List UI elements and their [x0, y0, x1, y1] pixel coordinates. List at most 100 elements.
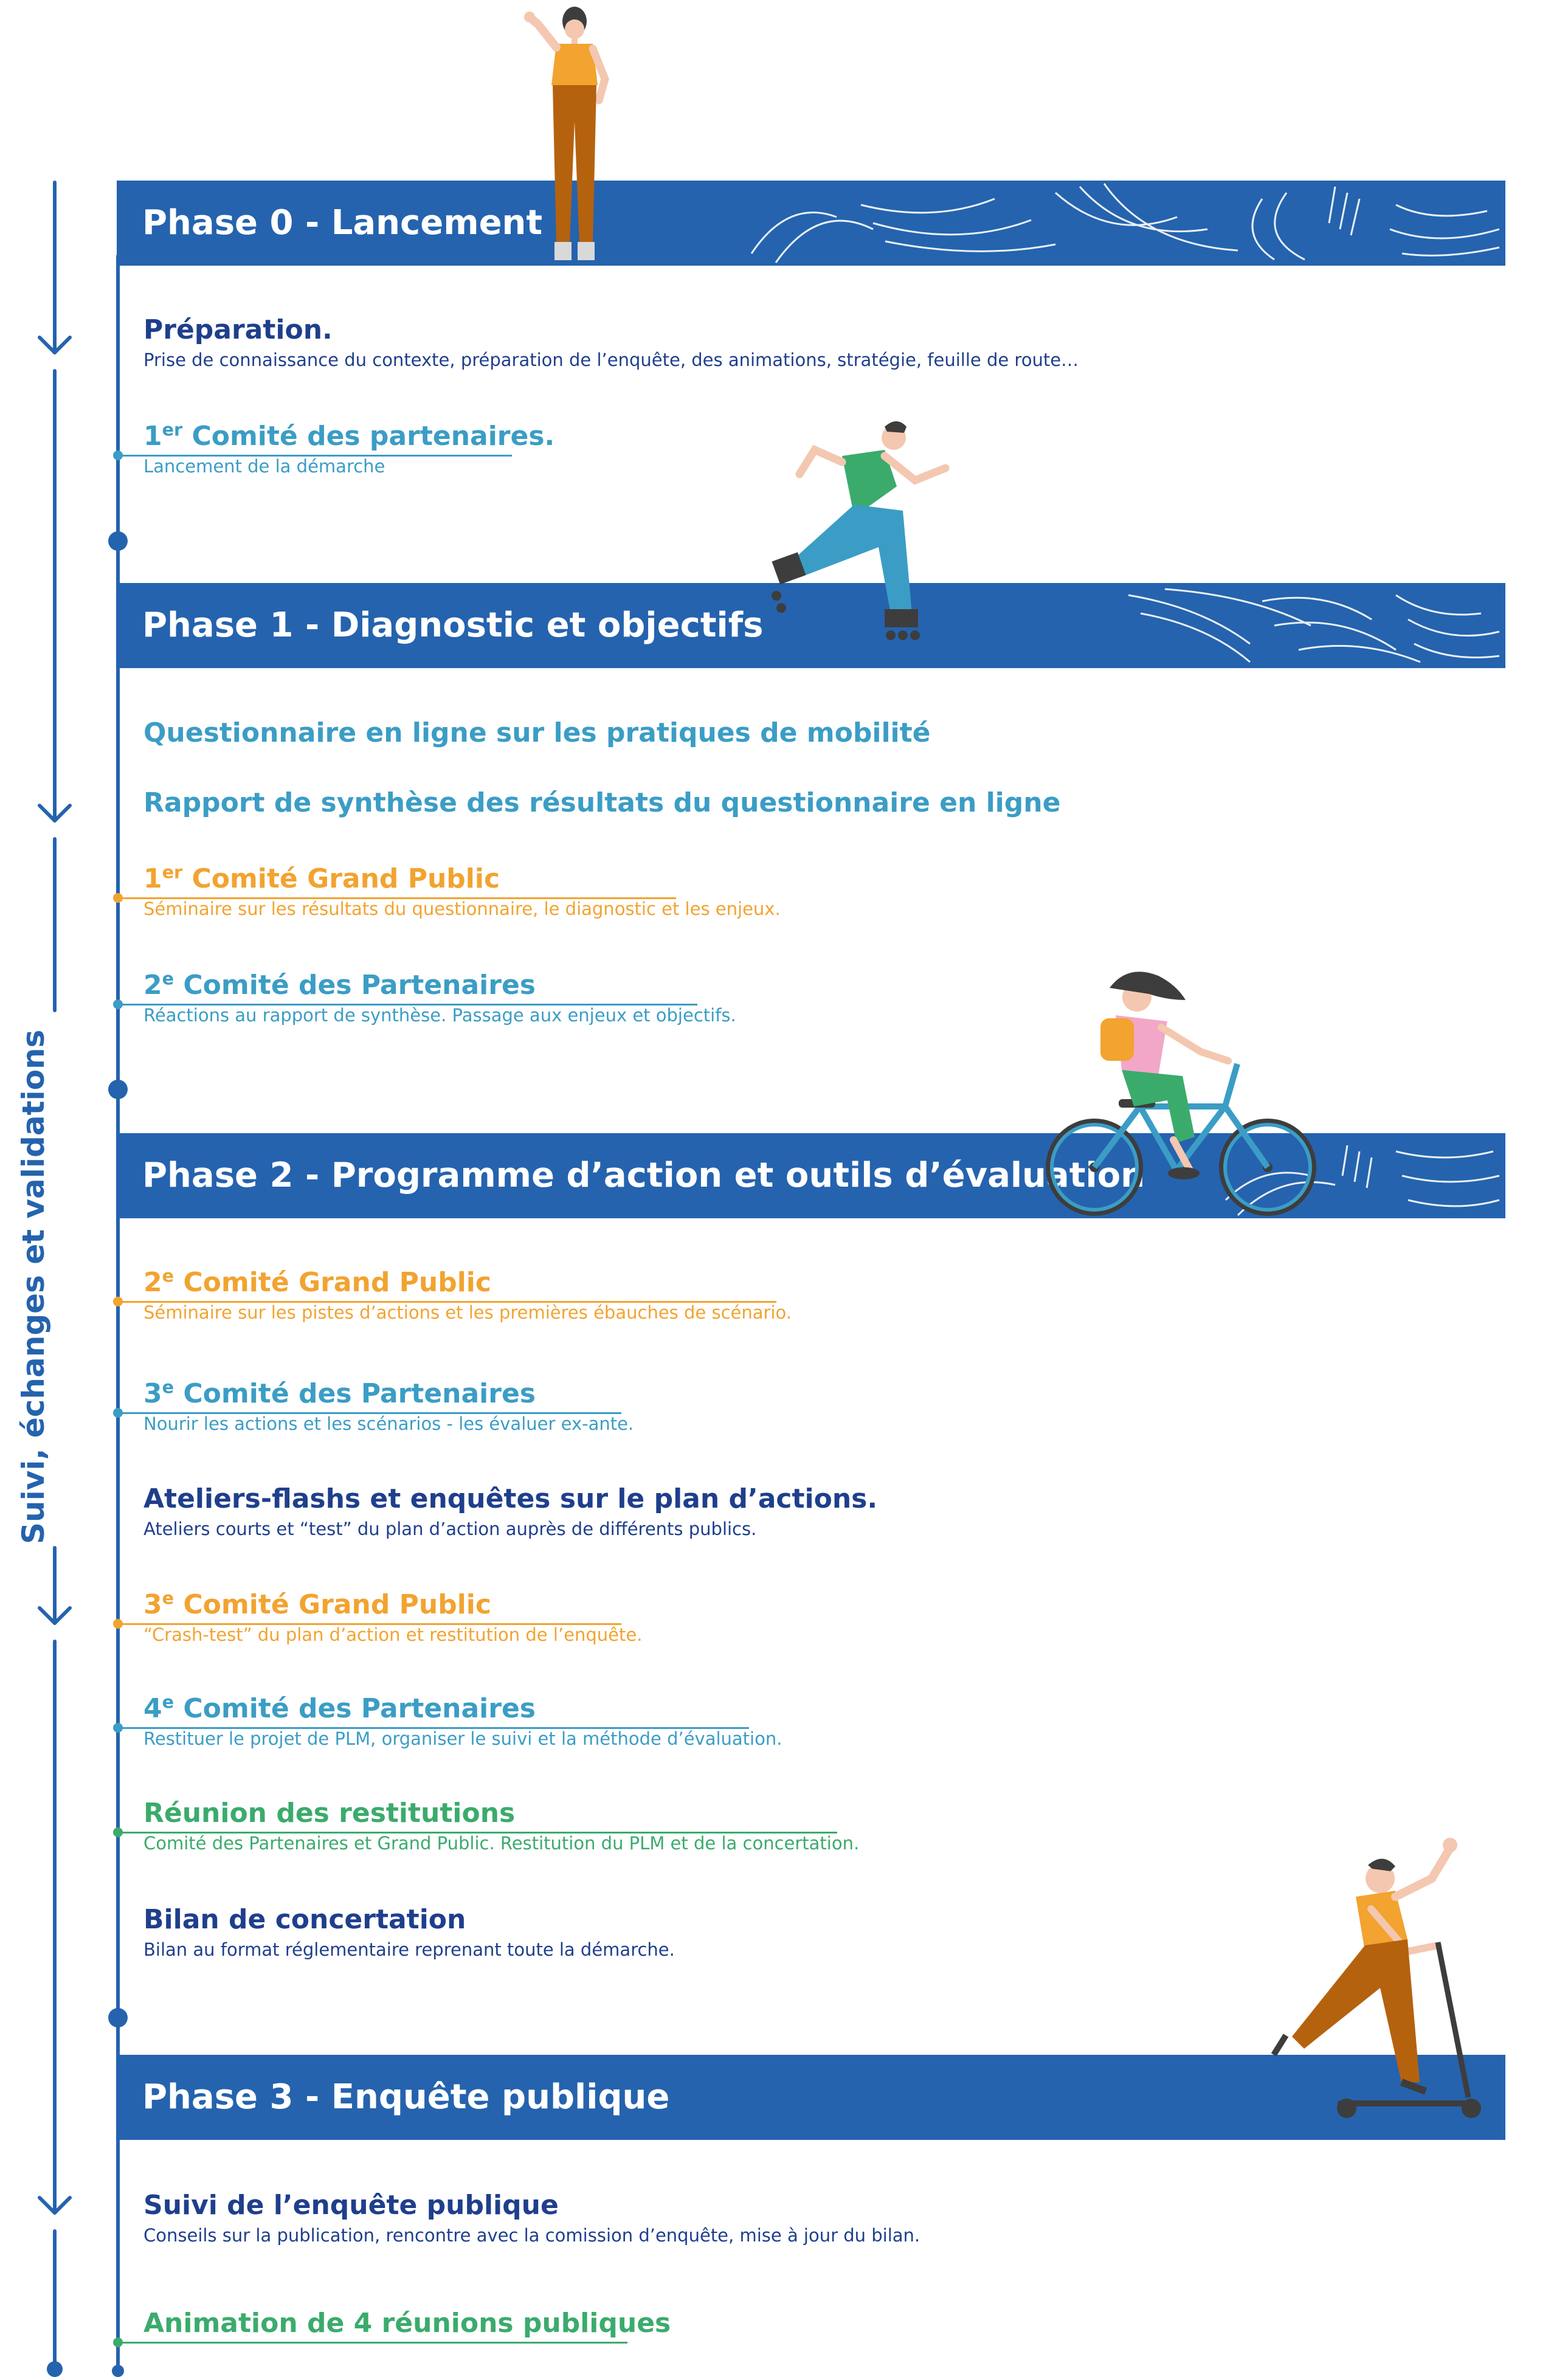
- item-desc: Prise de connaissance du contexte, prépa…: [143, 350, 1079, 370]
- timeline-node: [112, 2365, 124, 2377]
- timeline-dot: [113, 1723, 123, 1733]
- phase-title: Phase 2 - Programme d’action et outils d…: [142, 1156, 1145, 1195]
- swirl-pattern: [1224, 1145, 1500, 1216]
- item-underline: [117, 1623, 621, 1625]
- timeline-dot: [113, 2337, 123, 2347]
- item-title-num: 3: [143, 1589, 162, 1620]
- item-title: 4e Comité des Partenaires: [143, 1692, 782, 1726]
- phase-title: Phase 0 - Lancement: [142, 203, 543, 243]
- item-title: 1er Comité Grand Public: [143, 862, 781, 896]
- item-title: Bilan de concertation: [143, 1904, 466, 1935]
- timeline-dot: [113, 999, 123, 1009]
- swirl-pattern: [750, 183, 1500, 263]
- item-desc: Restituer le projet de PLM, organiser le…: [143, 1728, 782, 1749]
- item-desc: Séminaire sur les résultats du questionn…: [143, 899, 781, 919]
- item-comite-partenaires-4: 4e Comité des Partenaires Restituer le p…: [143, 1692, 782, 1750]
- item-comite-grand-public-1: 1er Comité Grand Public Séminaire sur le…: [143, 862, 781, 920]
- item-title-sup: e: [162, 1587, 174, 1609]
- phase-3-bar: Phase 3 - Enquête publique: [117, 2055, 1505, 2140]
- item-desc: Ateliers courts et “test” du plan d’acti…: [143, 1519, 757, 1539]
- item-title: 2e Comité des Partenaires: [143, 968, 736, 1002]
- item-title-sup: er: [162, 861, 183, 883]
- item-animation-reunions: Animation de 4 réunions publiques: [143, 2306, 671, 2341]
- item-desc: Lancement de la démarche: [143, 456, 385, 477]
- item-title: Réunion des restitutions: [143, 1798, 516, 1829]
- item-title: 3e Comité Grand Public: [143, 1588, 642, 1622]
- item-desc: “Crash-test” du plan d’action et restitu…: [143, 1624, 643, 1645]
- item-title: Ateliers-flashs et enquêtes sur le plan …: [143, 1483, 878, 1514]
- item-title-text: Comité des partenaires.: [182, 421, 555, 452]
- item-desc: Comité des Partenaires et Grand Public. …: [143, 1833, 860, 1854]
- timeline-dot: [113, 893, 123, 903]
- item-desc: Conseils sur la publication, rencontre a…: [143, 2225, 920, 2246]
- item-underline: [117, 455, 512, 457]
- phase-0-bar: Phase 0 - Lancement: [117, 181, 1505, 266]
- timeline-dot: [113, 1827, 123, 1837]
- item-title: 1er Comité des partenaires.: [143, 419, 554, 454]
- item-title-text: Comité des Partenaires: [174, 970, 536, 1001]
- item-underline: [117, 897, 676, 899]
- item-comite-partenaires-1: 1er Comité des partenaires. Lancement de…: [143, 419, 554, 478]
- item-rapport: Rapport de synthèse des résultats du que…: [143, 786, 1060, 820]
- item-comite-partenaires-2: 2e Comité des Partenaires Réactions au r…: [143, 968, 736, 1027]
- item-title-sup: e: [162, 1265, 174, 1286]
- item-title-text: Préparation.: [143, 314, 333, 345]
- timeline-dot: [113, 450, 123, 460]
- item-bilan-concertation: Bilan de concertation Bilan au format ré…: [143, 1903, 675, 1961]
- item-title: Animation de 4 réunions publiques: [143, 2308, 671, 2339]
- item-underline: [117, 1727, 749, 1729]
- item-suivi-enquete: Suivi de l’enquête publique Conseils sur…: [143, 2189, 920, 2247]
- phase-title: Phase 1 - Diagnostic et objectifs: [142, 605, 764, 645]
- item-title-text: Comité Grand Public: [174, 1589, 491, 1620]
- item-title: Rapport de synthèse des résultats du que…: [143, 787, 1061, 818]
- item-desc: Nourir les actions et les scénarios - le…: [143, 1413, 634, 1434]
- item-ateliers-flashs: Ateliers-flashs et enquêtes sur le plan …: [143, 1482, 877, 1540]
- item-title-num: 2: [143, 970, 162, 1001]
- item-title: Préparation.: [143, 313, 1079, 347]
- item-underline: [117, 1004, 697, 1006]
- cyclist-illustration: [1046, 971, 1316, 1216]
- side-axis: [38, 181, 72, 2377]
- item-questionnaire: Questionnaire en ligne sur les pratiques…: [143, 716, 931, 750]
- item-underline: [117, 1412, 621, 1414]
- item-title-sup: e: [162, 1691, 174, 1713]
- timeline-node: [108, 531, 128, 551]
- item-underline: [117, 2342, 627, 2344]
- side-label: Suivi, échanges et validations: [16, 1029, 51, 1544]
- item-title: 3e Comité des Partenaires: [143, 1377, 634, 1411]
- item-title: Questionnaire en ligne sur les pratiques…: [143, 717, 931, 748]
- item-comite-grand-public-2: 2e Comité Grand Public Séminaire sur les…: [143, 1266, 792, 1324]
- item-title-text: Comité Grand Public: [174, 1267, 491, 1298]
- item-comite-partenaires-3: 3e Comité des Partenaires Nourir les act…: [143, 1377, 634, 1435]
- item-title-num: 1: [143, 421, 162, 452]
- item-title-num: 1: [143, 863, 162, 894]
- phase-1-bar: Phase 1 - Diagnostic et objectifs: [117, 583, 1505, 668]
- item-title-text: Comité des Partenaires: [174, 1378, 536, 1409]
- item-title-num: 2: [143, 1267, 162, 1298]
- item-title-sup: e: [162, 968, 174, 989]
- phase-title: Phase 3 - Enquête publique: [142, 2077, 670, 2117]
- timeline-node: [108, 1080, 128, 1099]
- item-title-text: Comité des Partenaires: [174, 1693, 536, 1724]
- timeline-node: [108, 2008, 128, 2027]
- swirl-pattern: [1128, 588, 1500, 663]
- item-underline: [117, 1832, 837, 1834]
- item-desc: Bilan au format réglementaire reprenant …: [143, 1939, 675, 1960]
- item-title-num: 3: [143, 1378, 162, 1409]
- scooter-rider-illustration: [1271, 1838, 1481, 2118]
- item-desc: Séminaire sur les pistes d’actions et le…: [143, 1302, 792, 1323]
- item-underline: [117, 1301, 776, 1303]
- item-preparation: Préparation. Prise de connaissance du co…: [143, 313, 1079, 371]
- item-title-sup: e: [162, 1376, 174, 1398]
- item-reunion-restitutions: Réunion des restitutions Comité des Part…: [143, 1796, 859, 1855]
- timeline-line: [116, 255, 120, 2370]
- item-title-sup: er: [162, 419, 183, 440]
- item-comite-grand-public-3: 3e Comité Grand Public “Crash-test” du p…: [143, 1588, 642, 1646]
- timeline-dot: [113, 1297, 123, 1306]
- item-title: Suivi de l’enquête publique: [143, 2190, 559, 2221]
- phase-2-bar: Phase 2 - Programme d’action et outils d…: [117, 1133, 1505, 1218]
- timeline-dot: [113, 1619, 123, 1629]
- woman-waving-illustration: [524, 7, 609, 260]
- item-title: 2e Comité Grand Public: [143, 1266, 792, 1300]
- rollerblader-illustration: [772, 421, 950, 640]
